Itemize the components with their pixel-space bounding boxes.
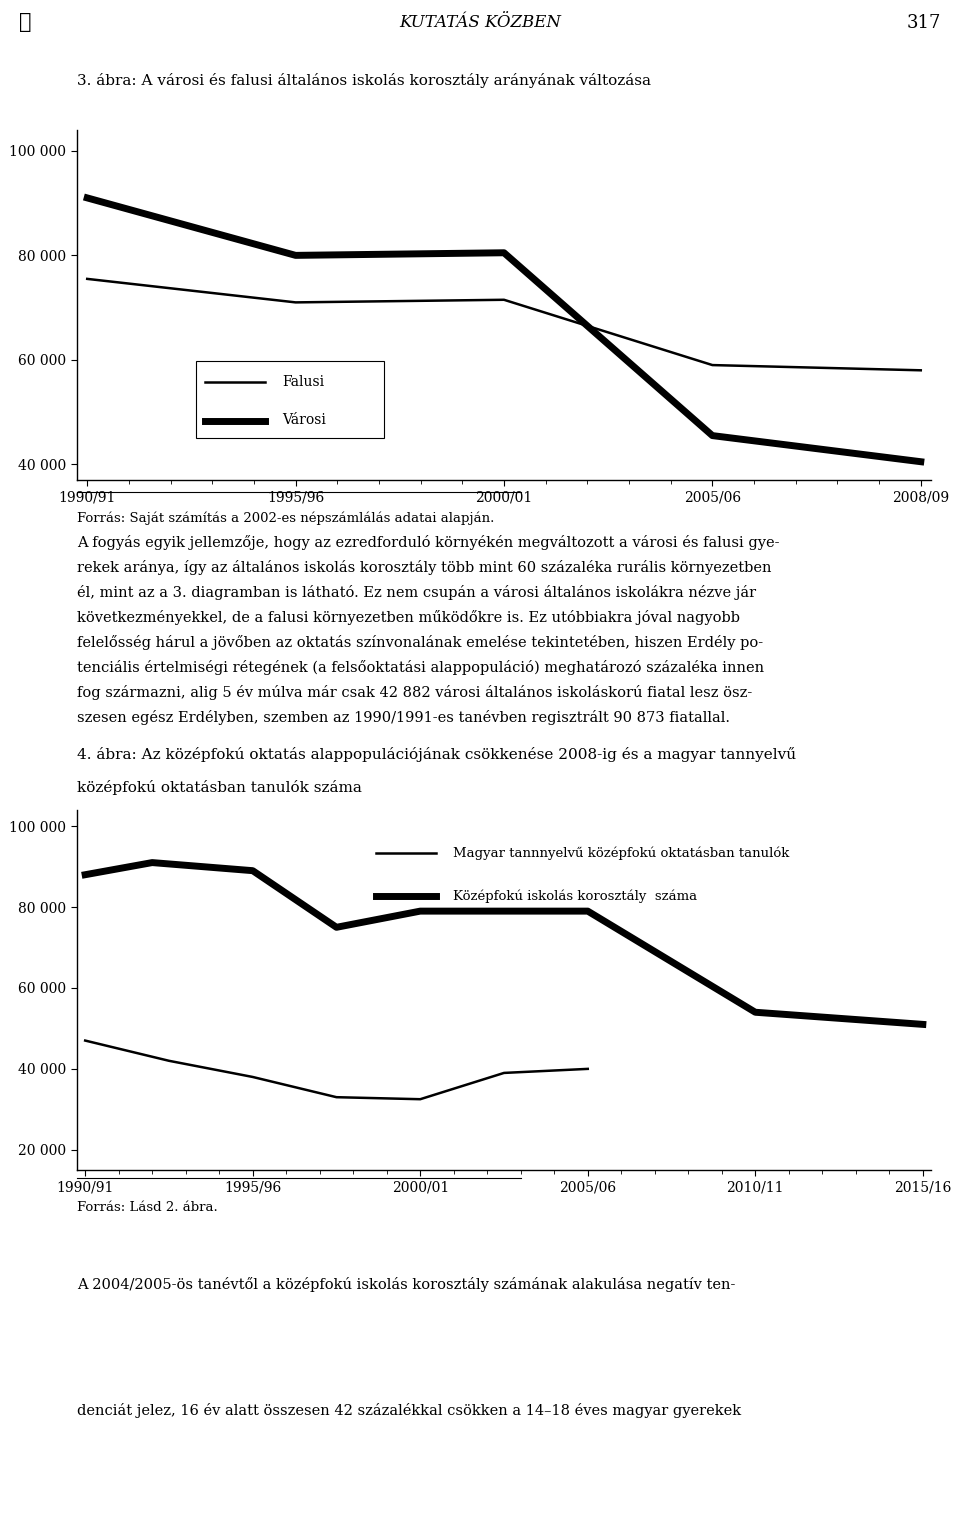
Text: KUTATÁS KÖZBEN: KUTATÁS KÖZBEN — [399, 14, 561, 30]
Text: 317: 317 — [906, 14, 941, 32]
Text: Középfokú iskolás korosztály  száma: Középfokú iskolás korosztály száma — [453, 889, 697, 903]
Text: A 2004/2005-ös tanévtől a középfokú iskolás korosztály számának alakulása negatí: A 2004/2005-ös tanévtől a középfokú isko… — [77, 1277, 735, 1292]
Text: Forrás: Saját számítás a 2002-es népszámlálás adatai alapján.: Forrás: Saját számítás a 2002-es népszám… — [77, 512, 494, 526]
Text: Magyar tannnyelvű középfokú oktatásban tanulók: Magyar tannnyelvű középfokú oktatásban t… — [453, 847, 789, 861]
Text: 4. ábra: Az középfokú oktatás alappopulációjának csökkenése 2008-ig és a magyar : 4. ábra: Az középfokú oktatás alappopulá… — [77, 747, 796, 762]
Text: következményekkel, de a falusi környezetben működőkre is. Ez utóbbiakra jóval na: következményekkel, de a falusi környezet… — [77, 611, 740, 626]
Text: él, mint az a 3. diagramban is látható. Ez nem csupán a városi általános iskolák: él, mint az a 3. diagramban is látható. … — [77, 585, 756, 600]
Bar — [197, 361, 384, 438]
Text: szesen egész Erdélyben, szemben az 1990/1991-es tanévben regisztrált 90 873 fiat: szesen egész Erdélyben, szemben az 1990/… — [77, 711, 730, 726]
Text: Forrás: Lásd 2. ábra.: Forrás: Lásd 2. ábra. — [77, 1201, 218, 1214]
Text: rekek aránya, így az általános iskolás korosztály több mint 60 százaléka rurális: rekek aránya, így az általános iskolás k… — [77, 561, 771, 576]
Text: középfokú oktatásban tanulók száma: középfokú oktatásban tanulók száma — [77, 780, 362, 795]
Text: 3. ábra: A városi és falusi általános iskolás korosztály arányának változása: 3. ábra: A városi és falusi általános is… — [77, 74, 651, 88]
Text: denciát jelez, 16 év alatt összesen 42 százalékkal csökken a 14–18 éves magyar g: denciát jelez, 16 év alatt összesen 42 s… — [77, 1403, 741, 1418]
Text: Városi: Városi — [282, 414, 325, 427]
Text: felelősség hárul a jövőben az oktatás színvonalának emelése tekintetében, hiszen: felelősség hárul a jövőben az oktatás sz… — [77, 635, 763, 650]
Text: tenciális értelmiségi rétegének (a felsőoktatási alappopuláció) meghatározó száz: tenciális értelmiségi rétegének (a felső… — [77, 661, 764, 676]
Text: Falusi: Falusi — [282, 376, 324, 389]
Text: fog származni, alig 5 év múlva már csak 42 882 városi általános iskoláskorú fiat: fog származni, alig 5 év múlva már csak … — [77, 685, 752, 700]
Text: ✾: ✾ — [19, 14, 32, 32]
Text: A fogyás egyik jellemzője, hogy az ezredforduló környékén megváltozott a városi : A fogyás egyik jellemzője, hogy az ezred… — [77, 535, 780, 550]
